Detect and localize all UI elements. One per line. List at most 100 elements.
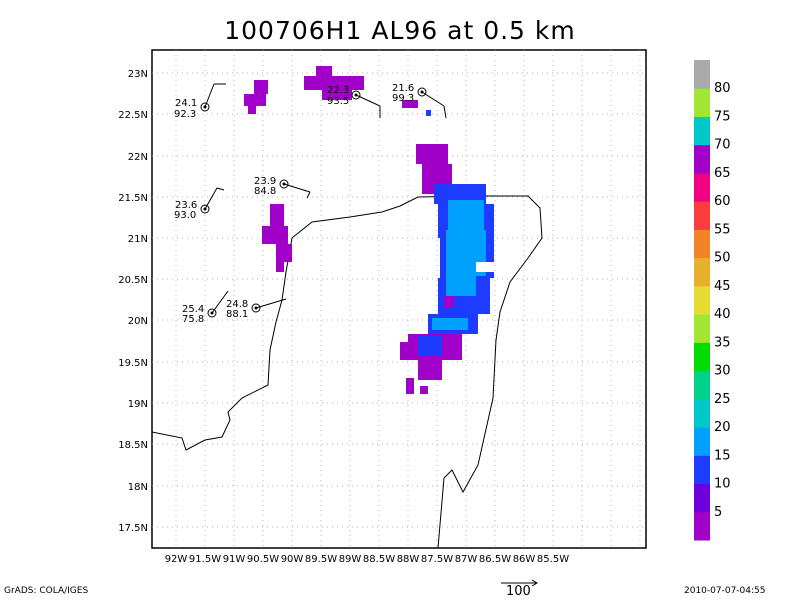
footer-credit: GrADS: COLA/IGES — [4, 586, 89, 596]
x-tick-label: 92W — [165, 554, 188, 565]
shade-cell — [406, 378, 414, 394]
y-tick-label: 21N — [128, 234, 148, 245]
station-value-2: 99.3 — [392, 93, 414, 104]
shade-cell — [244, 94, 266, 106]
colorbar-label: 70 — [714, 138, 731, 153]
coastline — [151, 195, 543, 549]
colorbar-swatch — [694, 370, 710, 400]
colorbar-label: 15 — [714, 448, 731, 463]
wind-barb-staff — [204, 187, 218, 210]
wind-barb-staff — [211, 290, 229, 314]
shaded-wind-field — [244, 66, 494, 394]
reference-vector — [501, 579, 538, 587]
shade-cell — [432, 318, 468, 330]
station-value-2: 92.3 — [174, 109, 196, 120]
shade-cell — [402, 100, 418, 108]
station-st6: 25.4 75.8 — [182, 290, 229, 325]
y-tick-label: 23N — [128, 69, 148, 80]
plot-frame — [151, 49, 647, 549]
shade-cell — [434, 184, 486, 204]
station-value-2: 93.5 — [327, 96, 349, 107]
colorbar-label: 45 — [714, 279, 731, 294]
y-tick-label: 19N — [128, 399, 148, 410]
shade-cell — [400, 342, 414, 360]
colorbar-label: 35 — [714, 335, 731, 350]
colorbar-label: 30 — [714, 364, 731, 379]
station-marker — [417, 87, 427, 97]
x-tick-label: 90W — [281, 554, 304, 565]
colorbar-swatch — [694, 257, 710, 287]
colorbar-swatch — [694, 398, 710, 428]
shade-cell — [262, 226, 288, 244]
x-tick-label: 89.5W — [305, 554, 337, 565]
colorbar-label: 60 — [714, 194, 731, 209]
colorbar-swatch — [694, 144, 710, 174]
y-tick-label: 18N — [128, 482, 148, 493]
y-tick-label: 21.5N — [118, 193, 148, 204]
x-tick-label: 86W — [513, 554, 536, 565]
colorbar-swatch — [694, 116, 710, 146]
station-value-1: 25.4 — [182, 304, 204, 315]
colorbar-swatch — [694, 88, 710, 117]
colorbar-label: 80 — [714, 81, 731, 96]
x-tick-label: 87.5W — [421, 554, 453, 565]
station-st1: 24.1 92.3 — [174, 83, 226, 120]
colorbar-swatch — [694, 60, 710, 89]
y-tick-label: 17.5N — [118, 523, 148, 534]
colorbar-swatch — [694, 455, 710, 485]
x-tick-label: 91W — [223, 554, 246, 565]
colorbar: 5 10 15 20 25 30 35 40 45 50 55 60 65 70 75 80 — [694, 60, 731, 541]
shade-cell — [276, 244, 292, 262]
colorbar-label: 20 — [714, 420, 731, 435]
station-value-2: 88.1 — [226, 309, 248, 320]
station-value-1: 21.6 — [392, 83, 414, 94]
station-marker — [251, 303, 261, 313]
station-value-2: 75.8 — [182, 314, 204, 325]
y-tick-label: 19.5N — [118, 358, 148, 369]
x-tick-label: 91.5W — [189, 554, 221, 565]
colorbar-swatch — [694, 229, 710, 259]
x-tick-label: 88.5W — [363, 554, 395, 565]
y-tick-label: 20N — [128, 316, 148, 327]
shade-cell — [418, 336, 442, 356]
station-value-1: 24.8 — [226, 299, 248, 310]
colorbar-swatch — [694, 427, 710, 456]
shade-cell — [322, 90, 352, 100]
station-marker — [279, 179, 289, 189]
station-value-1: 23.9 — [254, 176, 276, 187]
shade-cell — [476, 262, 494, 272]
colorbar-label: 10 — [714, 477, 731, 492]
y-tick-label: 22N — [128, 152, 148, 163]
wind-barb-staff — [355, 94, 381, 107]
colorbar-label: 50 — [714, 251, 731, 266]
shade-cell — [304, 76, 364, 90]
shade-cell — [418, 360, 442, 380]
x-tick-label: 87W — [455, 554, 478, 565]
colorbar-swatch — [694, 342, 710, 372]
station-value-2: 93.0 — [174, 210, 196, 221]
station-marker — [200, 102, 210, 112]
wind-barb-flag — [443, 105, 447, 119]
colorbar-swatch — [694, 314, 710, 343]
reference-vector-label: 100 — [506, 584, 531, 599]
y-tick-label: 20.5N — [118, 275, 148, 286]
station-st5: 23.6 93.0 — [174, 187, 225, 221]
colorbar-label: 55 — [714, 222, 731, 237]
wind-barb-staff — [421, 91, 445, 107]
wind-barb-staff — [283, 183, 311, 193]
colorbar-label: 65 — [714, 166, 731, 181]
y-tick-label: 18.5N — [118, 440, 148, 451]
wind-barb-staff — [204, 83, 215, 108]
colorbar-swatch — [694, 511, 710, 541]
station-st2: 22.3 93.5 — [327, 85, 381, 118]
wind-barb-flag — [216, 187, 225, 191]
wind-barb-flag — [306, 191, 311, 199]
colorbar-swatch — [694, 483, 710, 513]
shade-cell — [276, 262, 284, 272]
colorbar-label: 75 — [714, 109, 731, 124]
footer-timestamp: 2010-07-07-04:55 — [684, 586, 766, 596]
colorbar-label: 40 — [714, 307, 731, 322]
station-value-1: 24.1 — [175, 98, 197, 109]
x-tick-label: 85.5W — [537, 554, 569, 565]
